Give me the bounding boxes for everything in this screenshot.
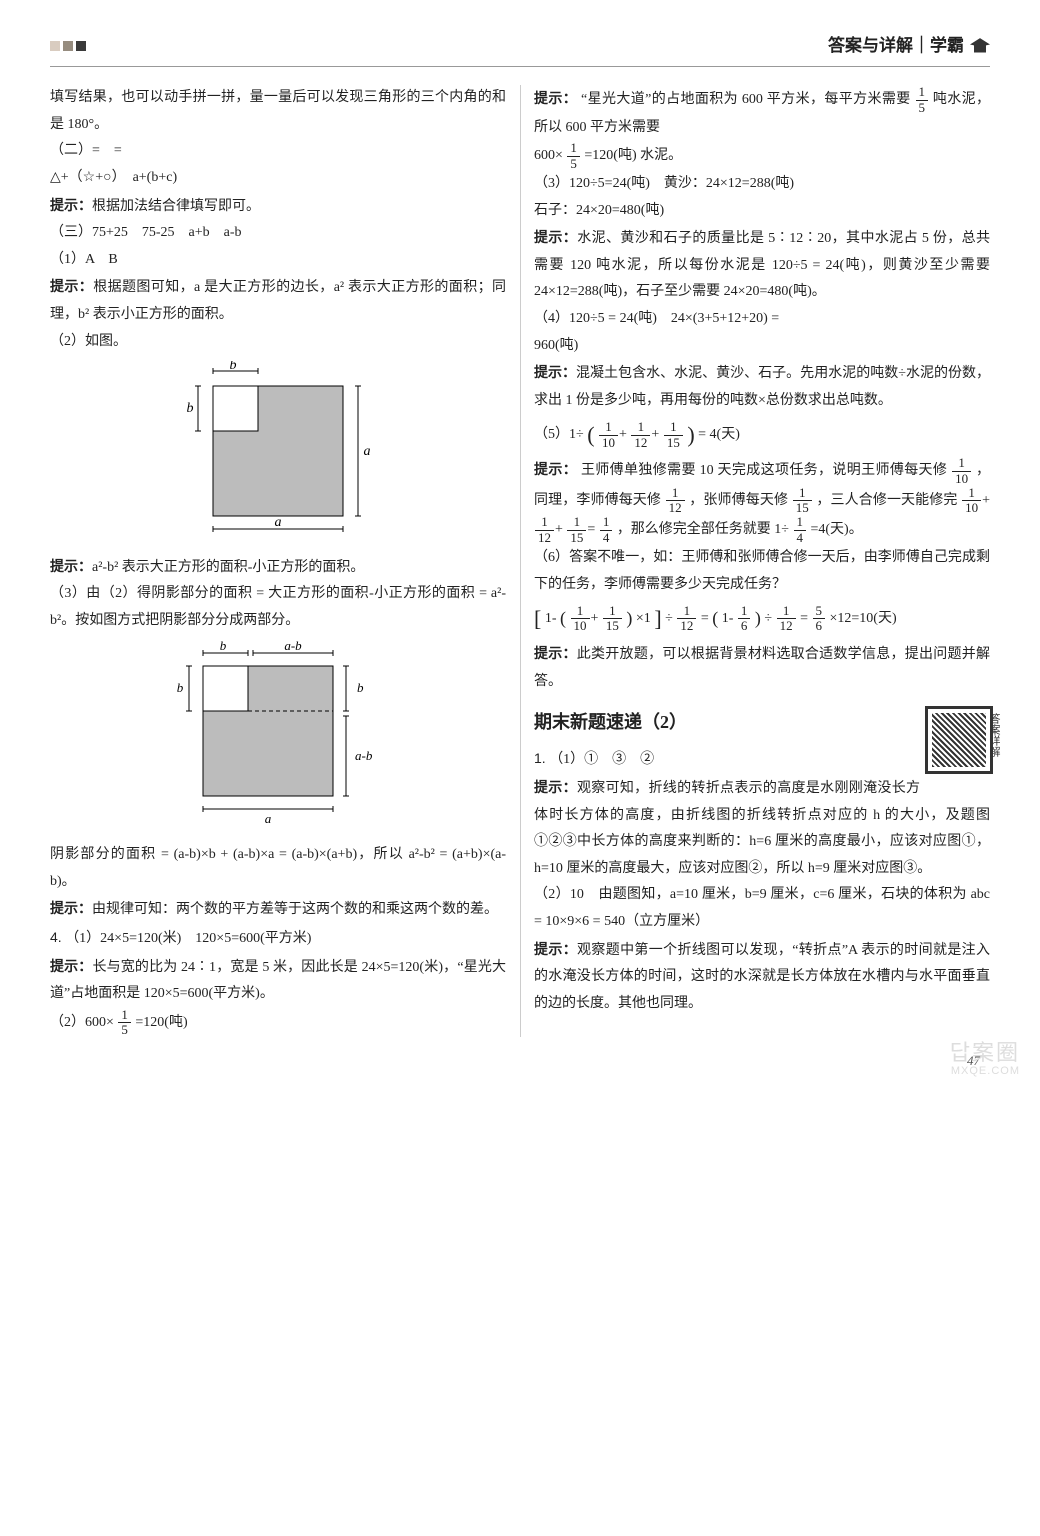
hint-label: 提示： [534,645,577,661]
hint: 提示：观察题中第一个折线图可以发现，“转折点”A 表示的时间就是注入的水淹没长方… [534,936,990,1018]
svg-text:a-b: a-b [355,748,373,763]
header-squares [50,41,86,51]
item-number: 4. [50,929,62,945]
para: （4）120÷5 = 24(吨) 24×(3+5+12+20) = [534,306,990,333]
fraction: 15 [118,1008,131,1038]
para: （3）由（2）得阴影部分的面积 = 大正方形的面积-小正方形的面积 = a²-b… [50,581,506,634]
svg-text:a-b: a-b [284,641,302,653]
fraction: 110 [599,420,618,450]
figure-1: b b a a [50,361,506,547]
para: 960(吨) [534,333,990,360]
hint-label: 提示： [50,278,93,294]
svg-text:a: a [275,515,282,530]
hint: 提示：长与宽的比为 24∶1，宽是 5 米，因此长是 24×5=120(米)，“… [50,953,506,1008]
hint-text: 此类开放题，可以根据背景材料选取合适数学信息，提出问题并解答。 [534,647,990,689]
para: （三）75+25 75-25 a+b a-b [50,220,506,247]
para: （6）答案不唯一，如：王师傅和张师傅合修一天后，由李师傅自己完成剩下的任务，李师… [534,545,990,598]
hint-text: 混凝土包含水、水泥、黄沙、石子。先用水泥的吨数÷水泥的份数，求出 1 份是多少吨… [534,366,990,408]
section-block: 期末新题速递（2） [534,705,990,739]
hint: 提示：a²-b² 表示大正方形的面积-小正方形的面积。 [50,553,506,582]
svg-text:b: b [230,361,237,373]
hint: 提示：水泥、黄沙和石子的质量比是 5∶12∶20，其中水泥占 5 份，总共需要 … [534,224,990,306]
hint-label: 提示： [534,779,577,795]
para: （1）A B [50,247,506,274]
s1: 1. （1）① ③ ② [534,745,990,774]
page-header: 答案与详解｜学霸 [50,30,990,67]
figure-2: b a-b b b a-b a [50,641,506,837]
para: （2）如图。 [50,329,506,356]
para: △+（☆+○） a+(b+c) [50,165,506,192]
hint-label: 提示： [534,90,577,106]
hint: 提示：根据题图可知，a 是大正方形的边长，a² 表示大正方形的面积；同理，b² … [50,273,506,328]
svg-text:b: b [220,641,227,653]
fraction: 112 [631,420,650,450]
hint-label: 提示： [534,229,577,245]
hint-label: 提示： [50,558,92,574]
fraction: 15 [916,85,929,115]
svg-text:a: a [364,444,371,459]
section-title: 期末新题速递（2） [534,705,990,739]
hint-text: 根据加法结合律填写即可。 [92,199,260,214]
hint-text: a²-b² 表示大正方形的面积-小正方形的面积。 [92,560,364,575]
graduation-cap-icon [970,38,990,54]
hint-text: 由规律可知：两个数的平方差等于这两个数的和乘这两个数的差。 [92,902,498,917]
hint: 提示：此类开放题，可以根据背景材料选取合适数学信息，提出问题并解答。 [534,640,990,695]
hint-text: 长与宽的比为 24∶1，宽是 5 米，因此长是 24×5=120(米)，“星光大… [50,960,506,1002]
para: （2）10 由题图知，a=10 厘米，b=9 厘米，c=6 厘米，石块的体积为 … [534,882,990,935]
header-text: 答案与详解｜学霸 [828,30,964,62]
para: 石子：24×20=480(吨) [534,198,990,225]
hint: 提示：观察可知，折线的转折点表示的高度是水刚刚淹没长方体时长方体的高度，由折线图… [534,774,990,882]
para: （二）= = [50,138,506,165]
q6-calc: [ 1- ( 110+ 115 ) ×1 ] ÷ 112 = ( 1- 16 )… [534,598,990,640]
q4-2: （2）600× 15 =120(吨) [50,1008,506,1038]
hint: 提示： 王师傅单独修需要 10 天完成这项任务，说明王师傅每天修 110 ，同理… [534,456,990,545]
hint-label: 提示： [50,900,92,916]
q4-1: 4. （1）24×5=120(米) 120×5=600(平方米) [50,924,506,953]
hint-label: 提示： [534,461,577,477]
para: 600× 15 =120(吨) 水泥。 [534,141,990,171]
fraction: 15 [567,141,580,171]
hint: 提示：混凝土包含水、水泥、黄沙、石子。先用水泥的吨数÷水泥的份数，求出 1 份是… [534,359,990,414]
hint: 提示：由规律可知：两个数的平方差等于这两个数的和乘这两个数的差。 [50,895,506,924]
hint: 提示：根据加法结合律填写即可。 [50,192,506,221]
hint-label: 提示： [50,197,92,213]
para: 阴影部分的面积 = (a-b)×b + (a-b)×a = (a-b)×(a+b… [50,842,506,895]
para: 填写结果，也可以动手拼一拼，量一量后可以发现三角形的三个内角的和是 180°。 [50,85,506,138]
header-title: 答案与详解｜学霸 [828,30,990,62]
svg-text:b: b [187,401,194,416]
hint: 提示： “星光大道”的占地面积为 600 平方米，每平方米需要 15 吨水泥，所… [534,85,990,141]
svg-text:a: a [265,811,272,826]
hint-label: 提示： [50,958,92,974]
hint-text: 根据题图可知，a 是大正方形的边长，a² 表示大正方形的面积；同理，b² 表示小… [50,280,506,322]
para: （3）120÷5=24(吨) 黄沙：24×12=288(吨) [534,171,990,198]
svg-text:b: b [177,680,184,695]
hint-text: 水泥、黄沙和石子的质量比是 5∶12∶20，其中水泥占 5 份，总共需要 120… [534,231,990,299]
hint-label: 提示： [534,941,577,957]
q5: （5）1÷ ( 110+ 112+ 115 ) = 4(天) [534,414,990,456]
content-columns: 填写结果，也可以动手拼一拼，量一量后可以发现三角形的三个内角的和是 180°。 … [50,85,990,1037]
svg-text:b: b [357,680,364,695]
qr-code-icon [928,709,990,771]
hint-label: 提示： [534,364,576,380]
watermark: 답案圈 MXQE.COM [950,1041,1020,1077]
fraction: 115 [664,420,683,450]
hint-text: 观察题中第一个折线图可以发现，“转折点”A 表示的时间就是注入的水淹没长方体的时… [534,943,990,1011]
hint-text: 观察可知，折线的转折点表示的高度是水刚刚淹没长方体时长方体的高度，由折线图的折线… [534,781,990,876]
